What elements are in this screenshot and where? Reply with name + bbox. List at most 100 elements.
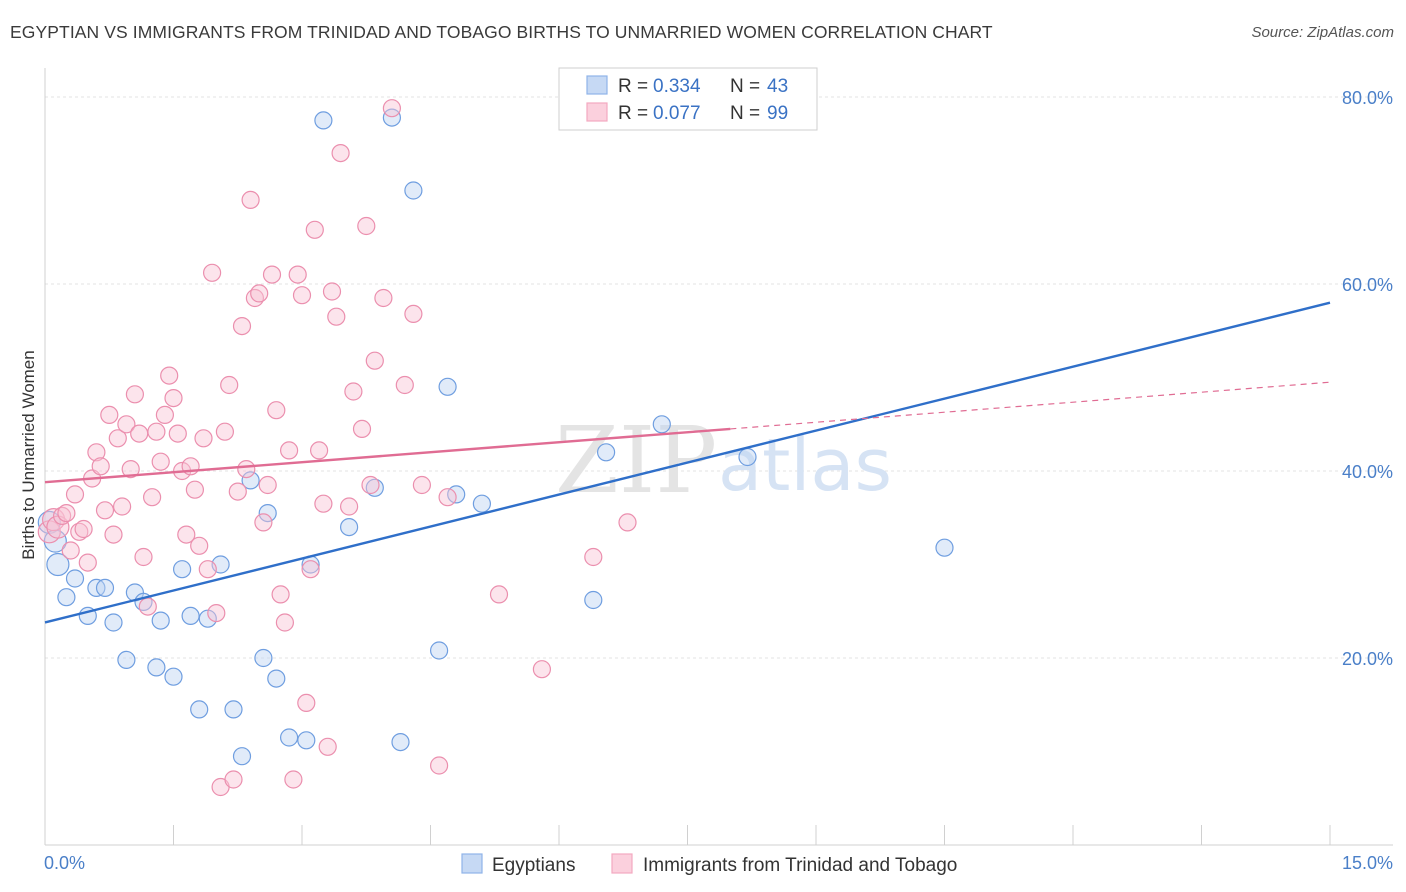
trinidad-point: [194, 429, 213, 448]
trinidad-point: [125, 385, 144, 404]
y-tick-label: 80.0%: [1342, 88, 1393, 108]
egyptians-trendline: [44, 301, 1331, 624]
trinidad-point: [258, 475, 277, 495]
trinidad-point: [215, 422, 234, 441]
trinidad-point: [489, 585, 509, 604]
trinidad-point: [438, 488, 457, 507]
trendlines: [44, 301, 1331, 624]
egyptians-point: [224, 700, 243, 719]
trinidad-point: [382, 99, 401, 118]
trinidad-point: [61, 541, 80, 560]
trinidad-point: [331, 144, 350, 163]
egyptians-point: [404, 181, 423, 200]
gridlines: [45, 96, 1393, 659]
trinidad-point: [95, 501, 115, 520]
trinidad-point: [91, 457, 110, 476]
trinidad-point: [74, 519, 93, 539]
y-tick-label: 60.0%: [1342, 275, 1393, 295]
trinidad-point: [374, 288, 393, 308]
egyptians-point: [472, 494, 491, 513]
series-legend-swatch-egyptians: [461, 853, 483, 874]
y-tick-label: 20.0%: [1342, 649, 1393, 669]
trinidad-point: [292, 286, 312, 305]
trinidad-point: [147, 422, 166, 441]
series-legend-label-egyptians: Egyptians: [492, 855, 575, 876]
egyptians-point: [738, 447, 757, 467]
egyptians-point: [340, 517, 359, 537]
trinidad-point: [275, 613, 294, 632]
legend-n-value-egyptians: 43: [767, 76, 788, 97]
trinidad-point: [220, 375, 239, 395]
trinidad-point: [618, 513, 637, 532]
trinidad-point: [318, 737, 337, 756]
egyptians-point: [382, 108, 401, 127]
trinidad-point: [134, 547, 153, 567]
egyptians-point: [181, 606, 200, 626]
trinidad-point: [280, 441, 299, 460]
x-tick-label-max: 15.0%: [1342, 853, 1393, 873]
trinidad-point: [267, 401, 286, 420]
trinidad-point: [160, 366, 179, 385]
legend-r-value-egyptians: 0.334: [653, 76, 701, 97]
trinidad-point: [352, 419, 372, 438]
egyptians-point: [314, 111, 333, 130]
trinidad-point: [41, 507, 66, 532]
trinidad-point: [305, 220, 324, 239]
trinidad-point: [322, 282, 342, 301]
trinidad-point: [327, 307, 346, 326]
y-tick-labels: 20.0% 40.0% 60.0% 80.0%: [1342, 88, 1393, 669]
legend-n-label-egyptians: N =: [730, 76, 760, 97]
series-trinidad-points: [37, 99, 637, 797]
egyptians-point: [652, 415, 671, 434]
trinidad-point: [241, 190, 260, 209]
trinidad-point: [207, 603, 226, 623]
egyptians-point: [65, 569, 85, 588]
trinidad-point: [100, 405, 119, 424]
egyptians-point: [596, 443, 616, 462]
watermark-zip: ZIP: [555, 407, 717, 514]
egyptians-point: [297, 731, 316, 750]
trinidad-trendline: [44, 427, 731, 484]
legend-n-value-trinidad: 99: [767, 103, 788, 124]
trinidad-point: [262, 265, 282, 284]
egyptians-point: [241, 471, 260, 490]
trinidad-point: [232, 317, 252, 336]
trinidad-point: [271, 585, 290, 604]
egyptians-point: [147, 658, 166, 677]
egyptians-point: [280, 728, 299, 747]
trinidad-point: [151, 452, 170, 471]
trinidad-point: [117, 415, 136, 434]
egyptians-point: [430, 641, 449, 660]
egyptians-point: [267, 669, 286, 688]
egyptians-point: [164, 667, 183, 686]
series-legend-label-trinidad: Immigrants from Trinidad and Tobago: [643, 855, 957, 876]
egyptians-point: [95, 578, 115, 598]
egyptians-point: [117, 650, 136, 670]
trinidad-point: [130, 424, 149, 443]
egyptians-point: [104, 613, 123, 632]
trinidad-point: [185, 480, 204, 499]
trinidad-point: [121, 460, 140, 479]
legend-n-label-trinidad: N =: [730, 103, 760, 124]
trinidad-point: [237, 460, 256, 479]
trinidad-trendline-extension: [730, 381, 1331, 430]
trinidad-point: [395, 375, 414, 395]
trinidad-point: [190, 536, 209, 555]
egyptians-point: [438, 377, 457, 396]
trinidad-point: [344, 382, 363, 401]
trinidad-point: [177, 525, 196, 544]
trinidad-point: [250, 284, 269, 303]
egyptians-point: [584, 590, 603, 610]
series-legend-swatch-trinidad: [611, 853, 633, 874]
egyptians-point: [46, 552, 70, 577]
series-legend: Egyptians Immigrants from Trinidad and T…: [461, 853, 957, 876]
trinidad-point: [224, 770, 243, 789]
trinidad-point: [340, 497, 359, 516]
trinidad-point: [412, 475, 431, 495]
egyptians-point: [391, 732, 410, 752]
trinidad-point: [108, 429, 127, 448]
trinidad-point: [87, 443, 106, 462]
source-label: Source: ZipAtlas.com: [1251, 24, 1394, 41]
egyptians-point: [254, 648, 273, 668]
